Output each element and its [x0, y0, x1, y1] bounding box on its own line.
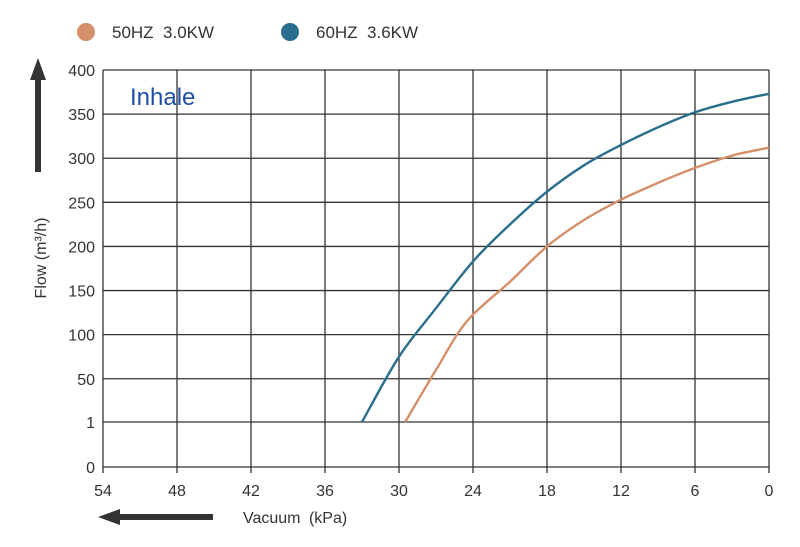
y-tick-label-50: 50	[77, 372, 95, 389]
y-tick-label-0: 0	[86, 460, 95, 477]
x-tick-label-24: 24	[464, 483, 482, 500]
y-tick-label-400: 400	[68, 63, 95, 80]
x-tick-label-18: 18	[538, 483, 556, 500]
x-axis-arrow	[98, 509, 213, 525]
x-arrow-head	[98, 509, 120, 525]
x-arrow-shaft	[120, 514, 213, 520]
legend-marker-60hz	[281, 23, 299, 41]
y-tick-label-200: 200	[68, 239, 95, 256]
x-tick-label-36: 36	[316, 483, 334, 500]
y-arrow-head	[30, 58, 46, 80]
y-axis-title: Flow (m³/h)	[33, 218, 50, 299]
legend-item-60hz: 60HZ 3.6KW	[281, 23, 418, 42]
x-axis-title: Vacuum (kPa)	[243, 510, 347, 527]
inhale-annotation: Inhale	[130, 84, 195, 111]
x-tick-label-54: 54	[94, 483, 112, 500]
y-axis-arrow	[30, 58, 46, 172]
x-tick-label-48: 48	[168, 483, 186, 500]
y-tick-label-300: 300	[68, 151, 95, 168]
plot-grid	[102, 69, 770, 468]
y-tick-label-1: 1	[86, 415, 95, 432]
x-axis-title-unit: (kPa)	[309, 510, 347, 527]
x-tick-label-0: 0	[765, 483, 774, 500]
y-tick-label-150: 150	[68, 284, 95, 301]
y-arrow-shaft	[35, 80, 41, 172]
y-tick-label-350: 350	[68, 107, 95, 124]
legend-label-50hz: 50HZ 3.0KW	[112, 23, 214, 42]
legend-marker-50hz	[77, 23, 95, 41]
legend: 50HZ 3.0KW 60HZ 3.6KW	[77, 23, 418, 42]
series-line-50hz	[404, 146, 770, 423]
x-tick-label-12: 12	[612, 483, 630, 500]
series-curves	[360, 92, 770, 423]
x-tick-label-42: 42	[242, 483, 260, 500]
series-line-60hz	[360, 92, 770, 423]
x-axis-title-main: Vacuum	[243, 510, 301, 527]
y-tick-label-250: 250	[68, 195, 95, 212]
x-tick-label-6: 6	[691, 483, 700, 500]
legend-label-60hz: 60HZ 3.6KW	[316, 23, 418, 42]
legend-item-50hz: 50HZ 3.0KW	[77, 23, 214, 42]
y-tick-label-100: 100	[68, 328, 95, 345]
x-tick-label-30: 30	[390, 483, 408, 500]
x-axis-ticks: 54 48 42 36 30 24 18 12 6 0	[94, 467, 774, 500]
